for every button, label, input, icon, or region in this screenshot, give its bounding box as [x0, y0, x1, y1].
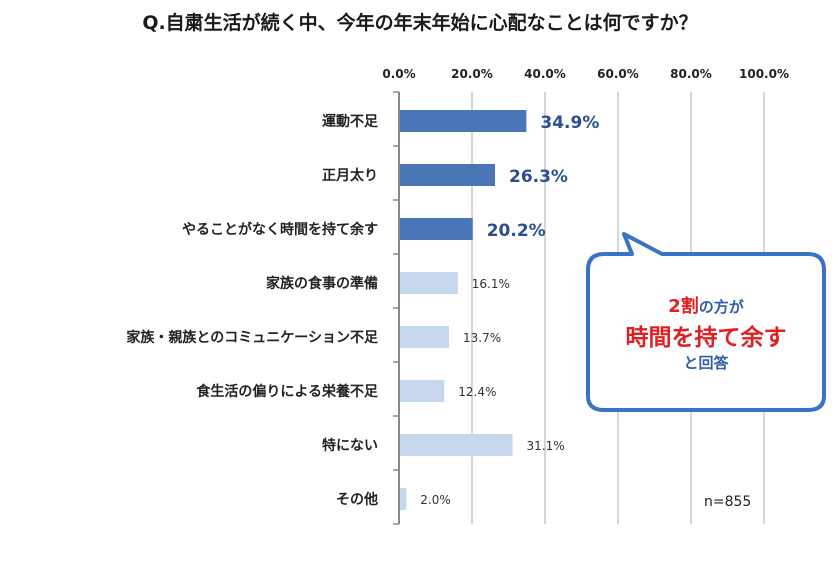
bar [399, 272, 458, 294]
value-label: 31.1% [527, 439, 565, 453]
category-label: 家族・親族とのコミュニケーション不足 [126, 329, 379, 346]
callout-emphasis: 2割 [668, 296, 699, 317]
category-label: 特にない [322, 437, 378, 454]
category-label: 家族の食事の準備 [266, 275, 378, 292]
value-label: 26.3% [509, 167, 568, 187]
x-tick-label: 0.0% [382, 67, 415, 81]
category-labels: 運動不足正月太りやることがなく時間を持て余す家族の食事の準備家族・親族とのコミュ… [126, 113, 379, 508]
x-tick-label: 80.0% [670, 67, 712, 81]
x-tick-label: 60.0% [597, 67, 639, 81]
callout-headline: 時間を持て余す [625, 325, 787, 351]
x-tick-label: 40.0% [524, 67, 566, 81]
category-label: 運動不足 [322, 113, 379, 130]
bar [399, 218, 473, 240]
category-label: 食生活の偏りによる栄養不足 [196, 383, 379, 400]
x-axis-ticks: 0.0% 20.0% 40.0% 60.0% 80.0% 100.0% [382, 67, 789, 81]
bar [399, 164, 495, 186]
x-tick-label: 100.0% [739, 67, 789, 81]
value-label: 13.7% [463, 331, 501, 345]
bar [399, 434, 513, 456]
category-label: その他 [336, 491, 378, 508]
bar [399, 488, 407, 510]
callout-bubble [586, 232, 826, 412]
value-label: 12.4% [458, 385, 496, 399]
sample-size-note: n=855 [704, 494, 752, 510]
callout-line-1: 2割の方が [588, 292, 824, 318]
category-label: 正月太り [322, 167, 378, 184]
bar [399, 380, 445, 402]
value-label: 34.9% [540, 113, 599, 133]
chart-title: Q.自粛生活が続く中、今年の年末年始に心配なことは何ですか？ [142, 12, 698, 34]
callout-footer: と回答 [683, 354, 729, 372]
value-labels: 34.9% 26.3% 20.2% 16.1% 13.7% 12.4% 31.1% 2.0% [420, 113, 599, 507]
value-label: 20.2% [487, 221, 546, 241]
value-label: 2.0% [420, 493, 451, 507]
bars [399, 110, 527, 510]
bar [399, 326, 450, 348]
category-label: やることがなく時間を持て余す [182, 221, 378, 238]
value-label: 16.1% [472, 277, 510, 291]
y-axis [393, 91, 400, 525]
callout-suffix: の方が [698, 298, 744, 316]
x-tick-label: 20.0% [451, 67, 493, 81]
bar [399, 110, 527, 132]
